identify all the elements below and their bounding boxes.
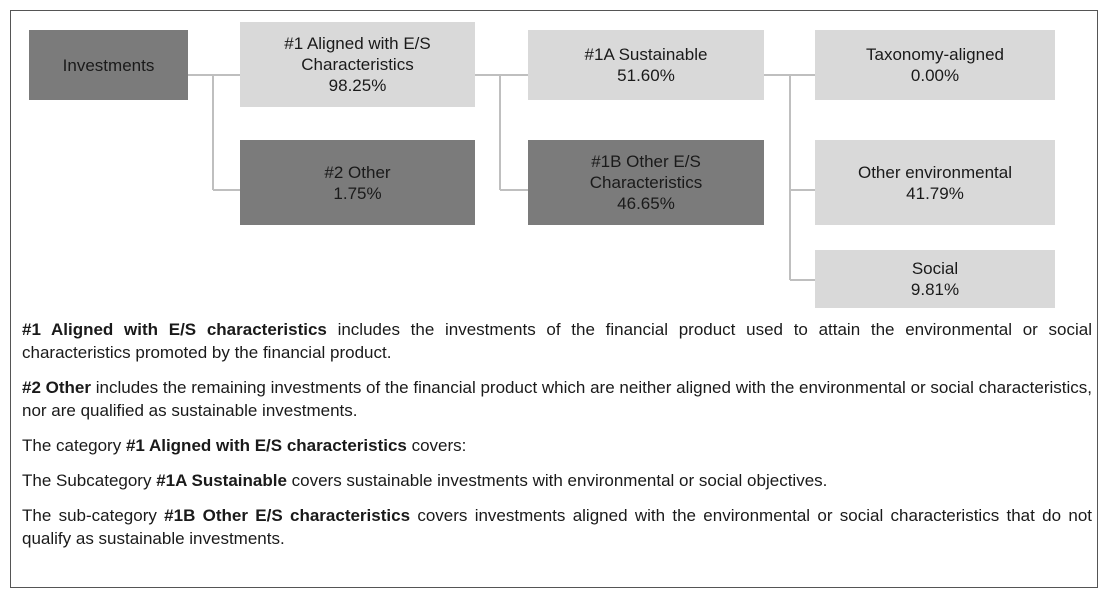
node-label: Taxonomy-aligned	[866, 45, 1004, 64]
node-value: 46.65%	[617, 194, 675, 213]
node: #2 Other 1.75%	[240, 140, 475, 225]
node-label: Investments	[62, 55, 155, 75]
text: includes the investments of the financia…	[22, 320, 1092, 362]
text: The sub-category	[22, 506, 165, 525]
bold-text: #1A Sustainable	[156, 471, 287, 490]
bold-text: #2 Other	[22, 378, 91, 397]
node-value: 1.75%	[333, 183, 382, 203]
node-label: #1 Aligned with E/S Characteristics	[284, 34, 431, 74]
node-label: Social	[911, 259, 959, 278]
node: #1 Aligned with E/S Characteristics 98.25…	[240, 22, 475, 107]
paragraph: The Subcategory #1A Sustainable covers s…	[22, 469, 1092, 492]
node: #1A Sustainable 51.60%	[528, 30, 764, 100]
text: covers sustainable investments with envi…	[286, 471, 828, 490]
paragraph: The sub-category #1B Other E/S character…	[22, 504, 1092, 550]
node-value: 9.81%	[910, 280, 960, 299]
bold-text: #1 Aligned with E/S characteristics	[125, 436, 407, 455]
node: Other environmental 41.79%	[815, 140, 1055, 225]
node-label: #1B Other E/S Characteristics	[589, 152, 703, 192]
node-value: 0.00%	[910, 66, 960, 85]
text: The category	[22, 436, 126, 455]
text: covers investments aligned with the envi…	[22, 506, 1092, 548]
frame	[10, 10, 1098, 588]
node: #1B Other E/S Characteristics 46.65%	[528, 140, 764, 225]
description: #1 Aligned with E/S characteristics incl…	[22, 318, 1092, 562]
bold-text: #1 Aligned with E/S characteristics	[22, 320, 327, 339]
text: covers:	[406, 436, 467, 455]
bold-text: #1B Other E/S characteristics	[164, 506, 411, 525]
paragraph: The category #1 Aligned with E/S charact…	[22, 434, 1092, 457]
text: The Subcategory	[22, 471, 157, 490]
node-label: #2 Other	[324, 162, 391, 182]
node-label: Other environmental	[857, 162, 1013, 182]
node-label: #1A Sustainable	[584, 45, 708, 64]
node: Social 9.81%	[815, 250, 1055, 308]
paragraph: #1 Aligned with E/S characteristics incl…	[22, 318, 1092, 364]
paragraph: #2 Other includes the remaining investme…	[22, 376, 1092, 422]
node-value: 51.60%	[617, 66, 675, 85]
node: Taxonomy-aligned 0.00%	[815, 30, 1055, 100]
node-value: 98.25%	[328, 76, 387, 95]
node: Investments	[29, 30, 188, 100]
node-value: 41.79%	[906, 183, 964, 203]
text: includes the remaining investments of th…	[22, 378, 1092, 420]
